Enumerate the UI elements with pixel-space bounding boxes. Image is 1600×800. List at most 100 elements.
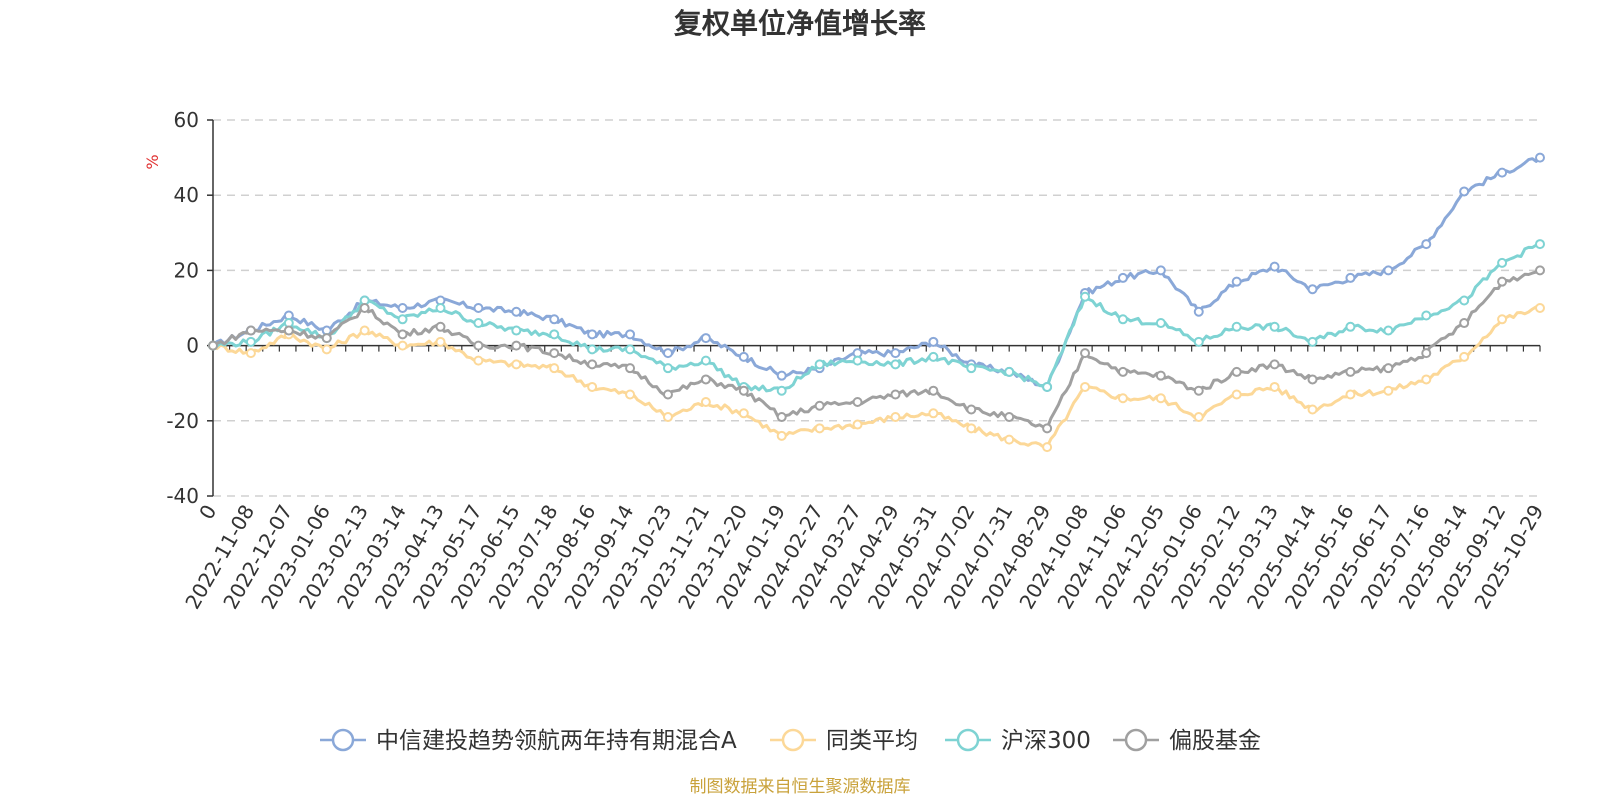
- data-point: [549, 329, 560, 340]
- data-point: [321, 344, 332, 355]
- data-point: [245, 348, 256, 359]
- data-point: [397, 303, 408, 313]
- data-point: [966, 423, 977, 434]
- data-point: [435, 336, 446, 347]
- y-tick-label: -40: [166, 484, 199, 508]
- data-point: [397, 329, 408, 340]
- data-point: [776, 385, 787, 396]
- data-point: [1042, 381, 1053, 392]
- y-tick-label: 60: [174, 108, 199, 132]
- data-point: [700, 397, 711, 407]
- data-point: [1459, 318, 1470, 329]
- data-point: [928, 408, 939, 419]
- data-point: [208, 340, 218, 351]
- data-point: [1459, 351, 1470, 362]
- data-point: [1307, 284, 1318, 295]
- data-point: [1155, 318, 1166, 329]
- data-point: [890, 412, 901, 423]
- data-point: [283, 325, 294, 336]
- data-point: [549, 348, 560, 359]
- data-point: [1535, 239, 1545, 250]
- data-point: [587, 381, 598, 392]
- data-point: [1042, 442, 1053, 453]
- data-point: [814, 400, 825, 411]
- data-point: [587, 329, 598, 340]
- data-point: [776, 430, 787, 441]
- data-point: [321, 333, 332, 344]
- data-point: [587, 359, 598, 370]
- data-point: [928, 336, 939, 347]
- data-point: [890, 389, 901, 400]
- data-point: [1497, 314, 1508, 325]
- data-point: [1345, 366, 1356, 377]
- data-point: [662, 348, 673, 359]
- data-point: [1421, 374, 1432, 385]
- data-point: [1459, 186, 1470, 197]
- data-point: [662, 389, 673, 400]
- data-point: [928, 385, 939, 396]
- data-point: [1383, 385, 1394, 396]
- data-point: [511, 359, 522, 370]
- legend-marker: [1124, 728, 1148, 752]
- data-point: [1155, 370, 1166, 381]
- data-point: [700, 355, 711, 366]
- data-point: [549, 314, 560, 325]
- data-point: [1459, 295, 1470, 306]
- data-point: [1004, 434, 1015, 445]
- data-point: [435, 321, 446, 332]
- y-tick-label: -20: [166, 409, 199, 433]
- series-line: [211, 156, 1542, 389]
- source-note: 制图数据来自恒生聚源数据库: [690, 777, 911, 797]
- data-point: [776, 412, 787, 423]
- legend-item[interactable]: 偏股基金: [1113, 728, 1261, 754]
- legend-item[interactable]: 中信建投趋势领航两年持有期混合A: [320, 728, 737, 754]
- data-point: [1307, 404, 1318, 415]
- data-point: [549, 363, 560, 374]
- data-point: [814, 359, 825, 370]
- legend-item[interactable]: 同类平均: [770, 728, 918, 754]
- data-point: [473, 318, 484, 329]
- data-point: [852, 355, 863, 366]
- data-point: [814, 423, 825, 434]
- data-point: [1345, 389, 1356, 400]
- data-point: [738, 351, 749, 362]
- data-point: [1231, 321, 1242, 332]
- data-point: [1042, 423, 1053, 434]
- data-point: [662, 363, 673, 374]
- y-tick-label: 40: [174, 183, 199, 207]
- data-point: [1117, 393, 1128, 404]
- data-point: [1193, 336, 1204, 347]
- data-point: [245, 325, 256, 336]
- data-point: [1535, 303, 1545, 313]
- data-point: [1497, 257, 1508, 268]
- data-point: [1421, 348, 1432, 359]
- series-line: [212, 242, 1541, 393]
- legend-item[interactable]: 沪深300: [945, 728, 1091, 754]
- data-point: [625, 344, 636, 355]
- data-point: [1345, 272, 1356, 283]
- data-point: [1117, 272, 1128, 283]
- data-point: [1080, 291, 1091, 302]
- data-point: [397, 340, 408, 351]
- data-point: [928, 351, 939, 362]
- y-axis-unit: %: [143, 154, 162, 169]
- data-point: [1345, 321, 1356, 332]
- data-point: [1269, 261, 1280, 272]
- legend[interactable]: 中信建投趋势领航两年持有期混合A 同类平均 沪深300 偏股基金: [320, 728, 1261, 754]
- legend-marker: [781, 728, 805, 752]
- data-point: [1080, 381, 1091, 392]
- data-point: [1004, 366, 1015, 377]
- data-point: [625, 329, 636, 340]
- data-point: [1497, 276, 1508, 287]
- data-point: [1193, 306, 1204, 317]
- data-point: [1383, 265, 1394, 276]
- data-point: [435, 303, 446, 313]
- data-point: [473, 355, 484, 366]
- data-point: [1383, 363, 1394, 374]
- data-point: [1383, 325, 1394, 336]
- data-point: [1231, 366, 1242, 377]
- data-point: [1193, 385, 1204, 396]
- data-point: [662, 412, 673, 423]
- data-point: [473, 303, 484, 313]
